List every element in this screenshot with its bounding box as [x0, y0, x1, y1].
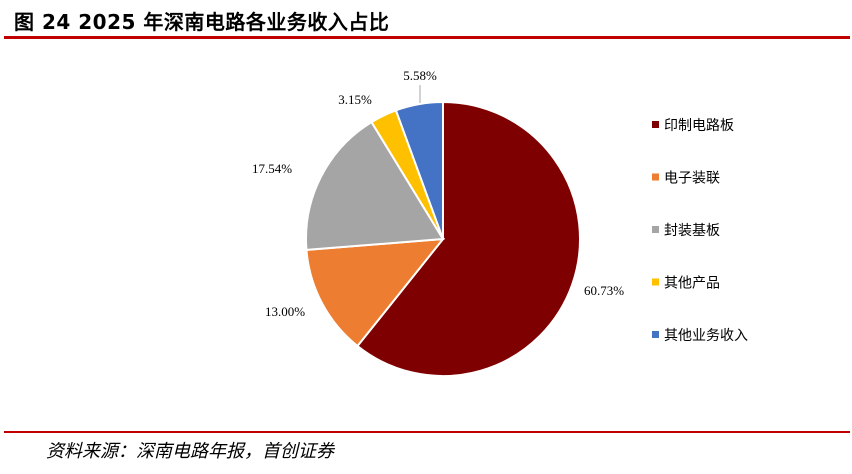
data-label-packaging-substrate: 17.54%	[252, 161, 292, 176]
legend-swatch-packaging-substrate	[652, 226, 659, 233]
legend-label-pcb: 印制电路板	[664, 118, 734, 134]
data-label-other-products: 3.15%	[338, 92, 372, 107]
slice-pcb	[356, 100, 581, 377]
slice-electronic-assembly	[305, 237, 446, 348]
source-note: 资料来源：深南电路年报，首创证券	[46, 441, 334, 462]
data-labels: 60.73% 13.00% 17.54% 3.15% 5.58%	[252, 68, 624, 319]
data-label-pcb: 60.73%	[584, 283, 624, 298]
legend-swatch-pcb	[652, 121, 659, 128]
legend-label-packaging-substrate: 封装基板	[664, 222, 720, 239]
data-label-other-business: 5.58%	[403, 68, 437, 83]
data-label-electronic-assembly: 13.00%	[265, 304, 305, 319]
title-rule	[4, 36, 850, 39]
legend-label-electronic-assembly: 电子装联	[664, 171, 720, 187]
slice-other-business	[394, 100, 444, 240]
source-rule	[4, 431, 850, 433]
legend-swatch-other-products	[652, 278, 659, 286]
legend-swatch-other-business	[652, 331, 659, 338]
legend-swatch-electronic-assembly	[652, 173, 659, 181]
pie-slices	[305, 100, 581, 377]
figure-title: 图 24 2025 年深南电路各业务收入占比	[14, 10, 390, 34]
legend-label-other-products: 其他产品	[664, 276, 720, 292]
legend-label-other-business: 其他业务收入	[664, 328, 748, 344]
slice-packaging-substrate	[305, 120, 445, 251]
